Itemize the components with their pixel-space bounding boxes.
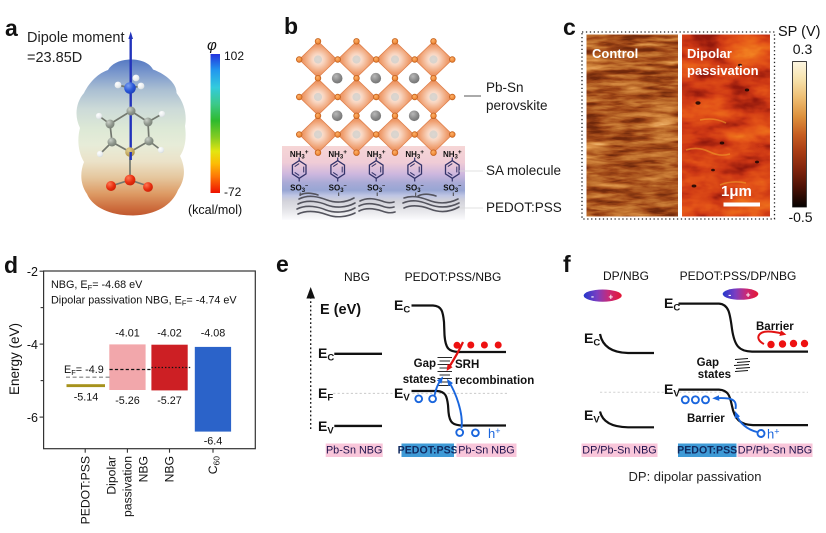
svg-text:PEDOT:PSS/NBG: PEDOT:PSS/NBG xyxy=(405,270,502,284)
svg-text:NBG: NBG xyxy=(137,456,151,482)
svg-text:-0.5: -0.5 xyxy=(788,209,812,225)
svg-text:Control: Control xyxy=(592,46,638,61)
svg-text:SA molecule: SA molecule xyxy=(486,163,561,178)
svg-text:-: - xyxy=(591,292,594,302)
svg-text:recombination: recombination xyxy=(455,375,534,387)
svg-text:PEDOT:PSS: PEDOT:PSS xyxy=(398,445,458,457)
svg-text:SO3−: SO3− xyxy=(406,184,424,195)
svg-text:(kcal/mol): (kcal/mol) xyxy=(188,203,242,217)
svg-text:SO3−: SO3− xyxy=(290,184,308,195)
svg-text:PEDOT:PSS: PEDOT:PSS xyxy=(78,456,92,524)
svg-text:NH3+: NH3+ xyxy=(290,149,309,161)
svg-text:Energy (eV): Energy (eV) xyxy=(7,323,22,395)
svg-text:e: e xyxy=(276,251,289,277)
svg-text:Gap: Gap xyxy=(414,358,436,370)
svg-text:EF= -4.9: EF= -4.9 xyxy=(64,364,104,377)
svg-text:-: - xyxy=(728,290,731,300)
svg-text:d: d xyxy=(4,252,18,278)
svg-text:DP/NBG: DP/NBG xyxy=(603,269,649,283)
svg-text:Pb-Sn NBG: Pb-Sn NBG xyxy=(458,445,514,457)
svg-text:NBG: NBG xyxy=(344,270,370,284)
svg-text:DP/Pb-Sn NBG: DP/Pb-Sn NBG xyxy=(738,445,812,457)
svg-text:+: + xyxy=(609,292,614,301)
svg-text:Barrier: Barrier xyxy=(756,321,794,333)
svg-text:Pb-Sn NBG: Pb-Sn NBG xyxy=(326,445,382,457)
svg-text:SP (V): SP (V) xyxy=(778,24,820,40)
svg-text:PEDOT:PSS: PEDOT:PSS xyxy=(486,200,562,215)
svg-text:+: + xyxy=(746,291,751,300)
svg-text:SO3−: SO3− xyxy=(443,184,461,195)
svg-text:SO3−: SO3− xyxy=(367,184,385,195)
svg-text:=23.85D: =23.85D xyxy=(27,50,82,66)
svg-text:102: 102 xyxy=(224,49,244,63)
svg-text:NH3+: NH3+ xyxy=(367,149,386,161)
svg-text:-4.01: -4.01 xyxy=(115,328,140,340)
svg-text:states: states xyxy=(698,369,731,381)
svg-text:PEDOT:PSS/DP/NBG: PEDOT:PSS/DP/NBG xyxy=(680,269,797,283)
svg-text:1μm: 1μm xyxy=(721,183,752,200)
svg-text:b: b xyxy=(284,13,298,39)
svg-text:passivation: passivation xyxy=(121,456,135,517)
svg-text:NBG: NBG xyxy=(163,456,177,482)
svg-text:-4: -4 xyxy=(27,338,38,352)
svg-text:-6.4: -6.4 xyxy=(204,436,223,448)
svg-text:-6: -6 xyxy=(27,411,38,425)
svg-text:c: c xyxy=(563,14,576,40)
svg-text:NH3+: NH3+ xyxy=(443,149,462,161)
svg-text:f: f xyxy=(563,251,571,277)
svg-text:DP: dipolar passivation: DP: dipolar passivation xyxy=(629,469,762,484)
svg-text:Dipolar: Dipolar xyxy=(105,456,119,495)
svg-text:φ: φ xyxy=(207,37,217,54)
svg-text:states: states xyxy=(403,374,436,386)
svg-text:-72: -72 xyxy=(224,185,242,199)
svg-text:Dipole moment: Dipole moment xyxy=(27,30,125,46)
svg-text:NH3+: NH3+ xyxy=(328,149,347,161)
svg-text:perovskite: perovskite xyxy=(486,98,548,113)
svg-text:Dipolar passivation NBG, EF= -: Dipolar passivation NBG, EF= -4.74 eV xyxy=(51,295,237,308)
svg-text:NBG, EF= -4.68 eV: NBG, EF= -4.68 eV xyxy=(51,279,143,292)
svg-text:-4.02: -4.02 xyxy=(157,328,182,340)
svg-text:Pb-Sn: Pb-Sn xyxy=(486,80,524,95)
svg-text:SO3−: SO3− xyxy=(329,184,347,195)
svg-text:Gap: Gap xyxy=(697,357,719,369)
svg-text:a: a xyxy=(5,15,18,41)
svg-text:-5.26: -5.26 xyxy=(115,395,140,407)
svg-text:-2: -2 xyxy=(27,265,38,279)
svg-text:0.3: 0.3 xyxy=(793,41,813,57)
svg-text:-5.14: -5.14 xyxy=(74,392,99,404)
svg-text:-4.08: -4.08 xyxy=(201,328,226,340)
svg-text:Dipolar: Dipolar xyxy=(687,46,732,61)
svg-text:NH3+: NH3+ xyxy=(405,149,424,161)
svg-text:E (eV): E (eV) xyxy=(320,302,361,318)
svg-text:passivation: passivation xyxy=(687,63,759,78)
svg-text:-5.27: -5.27 xyxy=(157,395,182,407)
svg-text:SRH: SRH xyxy=(455,359,479,371)
svg-text:PEDOT:PSS: PEDOT:PSS xyxy=(677,445,737,457)
svg-text:DP/Pb-Sn NBG: DP/Pb-Sn NBG xyxy=(582,445,656,457)
svg-text:Barrier: Barrier xyxy=(687,413,725,425)
